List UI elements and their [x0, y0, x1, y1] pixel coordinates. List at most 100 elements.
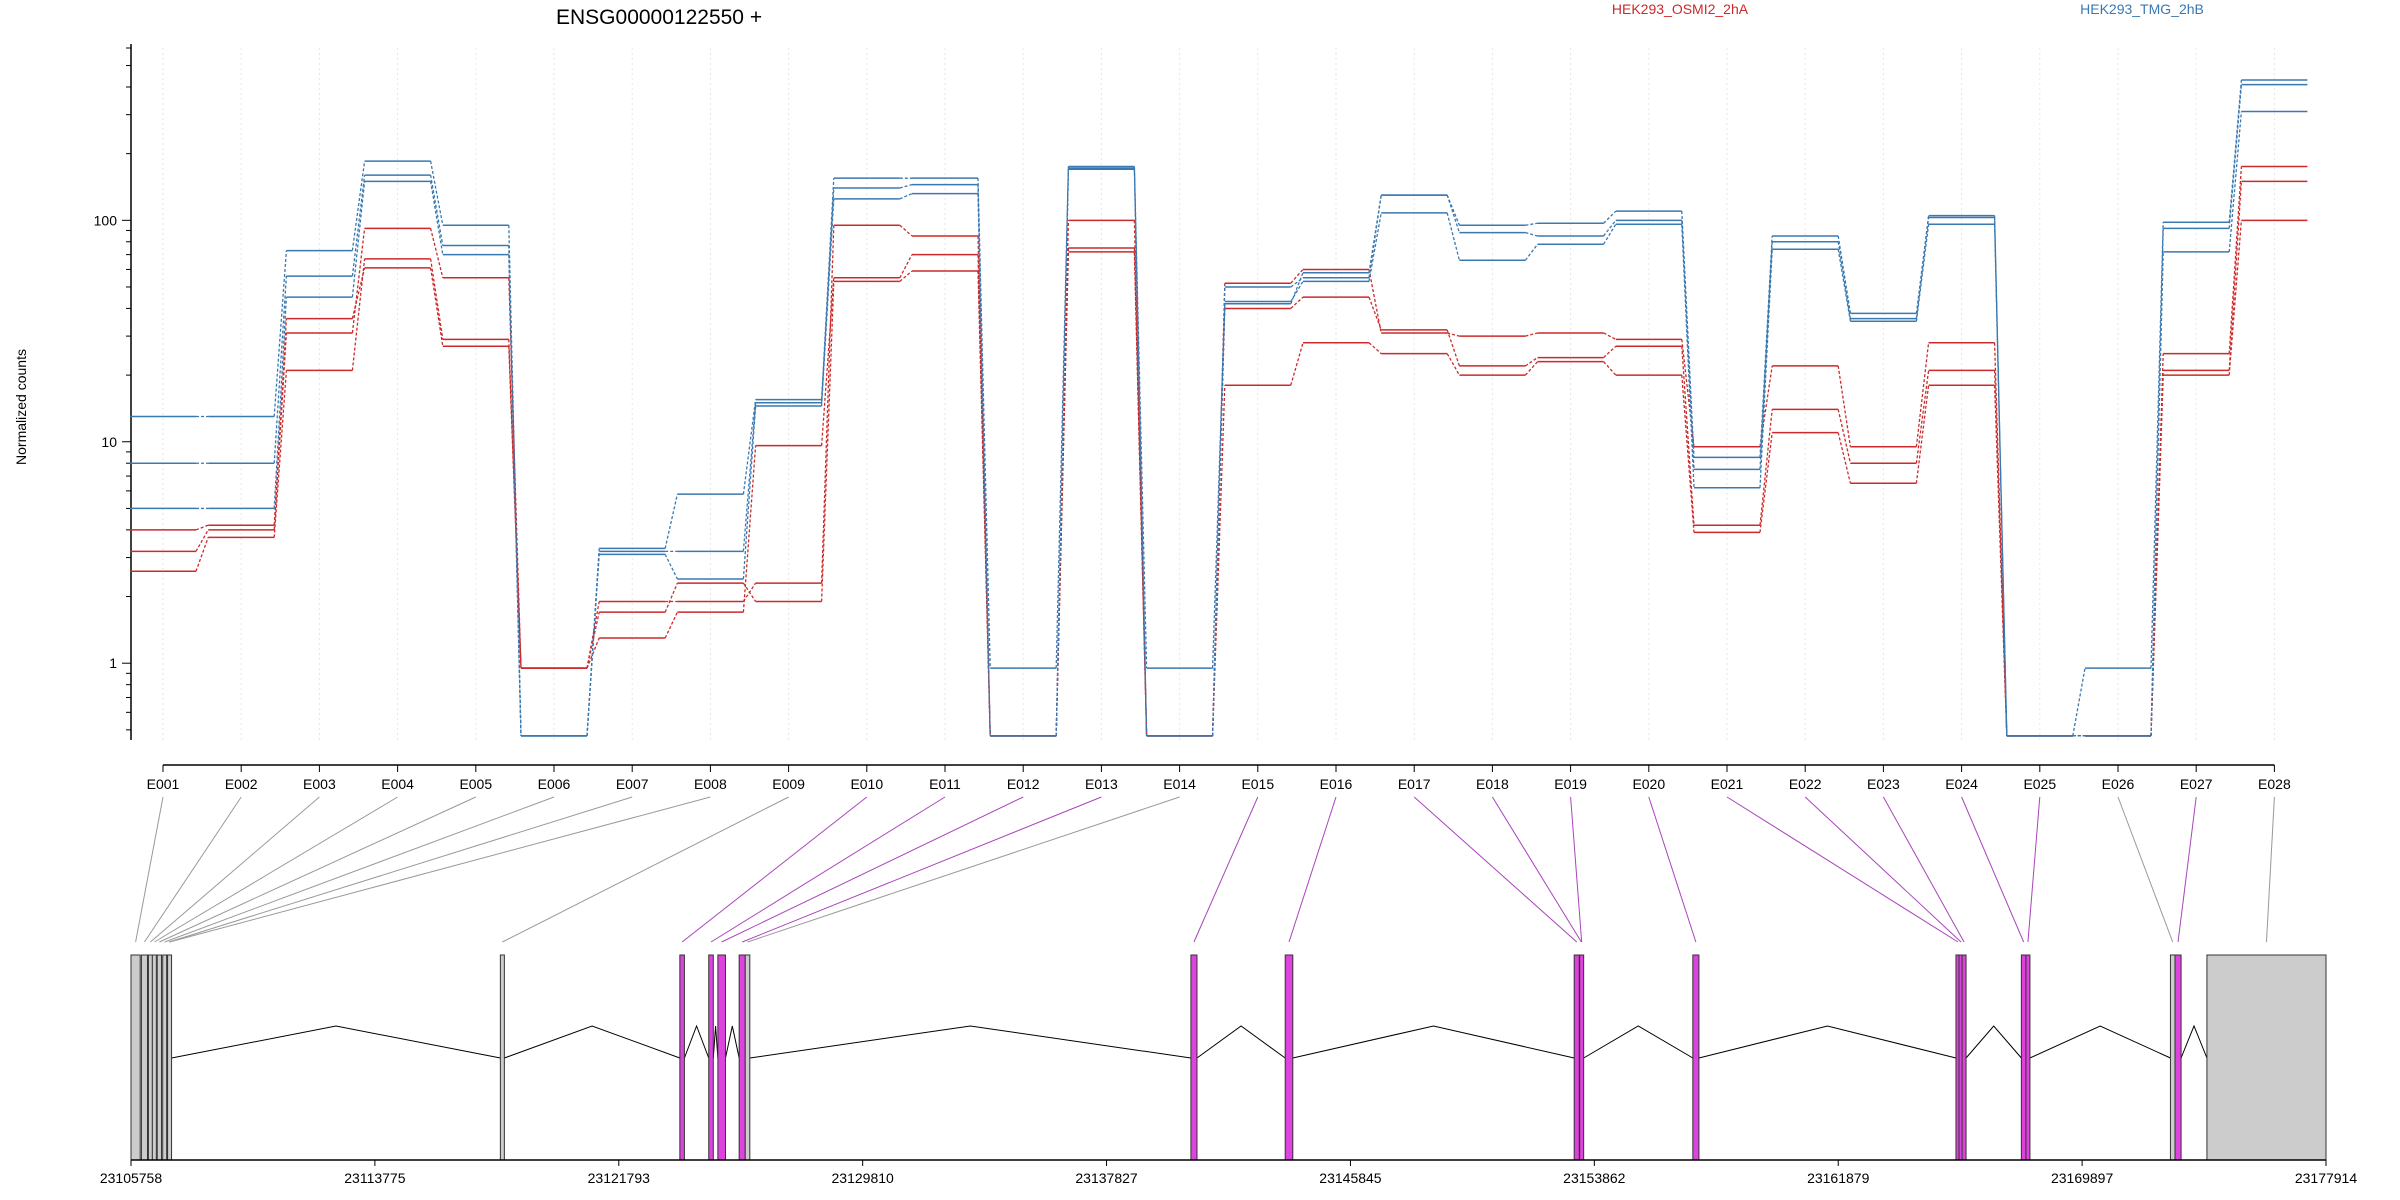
- y-tick-label: 1: [109, 655, 117, 671]
- link-line-e008: [169, 796, 711, 943]
- series-connector: [1290, 277, 1304, 288]
- series-connector: [1368, 212, 1382, 282]
- y-tick-label: 100: [94, 212, 118, 228]
- series-1: [130, 165, 2308, 737]
- series-connector: [1837, 241, 1852, 319]
- exon-box-e002: [140, 954, 148, 1161]
- coordinate-tick-label: 23161879: [1807, 1170, 1870, 1186]
- link-line-e018: [1491, 796, 1582, 943]
- link-line-e028: [2265, 796, 2275, 943]
- link-line-e016: [1288, 796, 1337, 943]
- series-connector: [1211, 385, 1226, 736]
- series-connector: [1055, 166, 1070, 669]
- y-axis: 1 10 100: [94, 44, 132, 740]
- series-5: [130, 83, 2308, 737]
- exon-tick-label-e013: E013: [1085, 776, 1118, 792]
- series-connector: [1290, 281, 1304, 302]
- series-connector: [1837, 432, 1852, 484]
- intron: [1698, 1025, 1957, 1059]
- series-connector: [1368, 296, 1382, 331]
- exon-box-e004: [151, 954, 157, 1161]
- exon-tick-label-e024: E024: [1945, 776, 1978, 792]
- series-connector: [820, 277, 835, 446]
- series-connector: [2150, 222, 2164, 669]
- series-connector: [820, 281, 835, 602]
- link-line-e023: [1882, 796, 1965, 943]
- exon-tick-label-e021: E021: [1711, 776, 1744, 792]
- series-connector: [1837, 249, 1852, 322]
- exon-box-e019: [1579, 954, 1585, 1161]
- series-connector: [1759, 432, 1773, 533]
- series-connector: [1525, 357, 1538, 367]
- series-connector: [1290, 272, 1304, 304]
- series-connector: [977, 271, 991, 736]
- series-connector: [429, 258, 444, 340]
- exon-tick-label-e006: E006: [538, 776, 571, 792]
- intron: [712, 1025, 719, 1059]
- exon-tick-label-e017: E017: [1398, 776, 1431, 792]
- series-connector: [1524, 361, 1539, 376]
- exon-box-e013: [738, 954, 746, 1161]
- series-connector: [429, 267, 444, 347]
- intron: [683, 1024, 710, 1059]
- link-line-e002: [144, 796, 242, 943]
- series-connector: [899, 224, 913, 237]
- link-line-e009: [502, 796, 789, 943]
- intron: [1292, 1025, 1575, 1059]
- series-connector: [664, 554, 678, 580]
- exon-box-e026: [2169, 954, 2176, 1161]
- series-connector: [1915, 217, 1930, 319]
- series-connector: [899, 183, 913, 189]
- series-connector: [664, 611, 678, 639]
- genomic-coordinate-axis: 23105758 23113775 23121793 23129810 23137827…: [100, 1159, 2357, 1186]
- series-connector: [1681, 375, 1695, 533]
- series-connector: [1915, 342, 1930, 447]
- exon-box-e020: [1692, 954, 1700, 1161]
- link-line-e003: [150, 796, 320, 943]
- exon-tick-label-e027: E027: [2180, 776, 2213, 792]
- series-connector: [429, 175, 444, 246]
- series-connector: [195, 537, 209, 572]
- link-line-e007: [168, 796, 633, 943]
- exon-box-e010: [679, 954, 685, 1161]
- exon-tick-label-e028: E028: [2258, 776, 2291, 792]
- coordinate-tick-label: 23113775: [344, 1170, 405, 1186]
- series-connector: [351, 175, 366, 277]
- exon-tick-label-e014: E014: [1163, 776, 1196, 792]
- exon-tick-label-e022: E022: [1789, 776, 1822, 792]
- exon-box-e008: [167, 954, 173, 1161]
- exon-box-e017: [1573, 954, 1580, 1161]
- series-connector: [1446, 329, 1461, 367]
- series-6: [130, 110, 2308, 737]
- link-line-e005: [159, 796, 477, 943]
- series-connector: [899, 193, 913, 200]
- intron: [749, 1025, 1191, 1059]
- intron: [1583, 1025, 1694, 1059]
- series-connector: [1055, 247, 1070, 736]
- series-connector: [273, 332, 288, 530]
- series-connector: [273, 250, 288, 417]
- link-line-e013: [742, 796, 1102, 943]
- series-connector: [1603, 345, 1617, 359]
- link-line-e015: [1193, 796, 1259, 943]
- intron: [171, 1025, 501, 1059]
- series-connector: [2228, 111, 2243, 252]
- exon-box-e006: [162, 954, 168, 1161]
- series-connector: [1133, 251, 1148, 736]
- exon-tick-label-e008: E008: [694, 776, 727, 792]
- series-connector: [664, 494, 679, 549]
- link-line-e021: [1726, 796, 1959, 943]
- coordinate-tick-label: 23137827: [1075, 1170, 1138, 1186]
- exon-tick-label-e007: E007: [616, 776, 649, 792]
- link-line-e001: [135, 796, 164, 943]
- exon-tick-label-e002: E002: [225, 776, 258, 792]
- exon-box-e014: [744, 954, 751, 1161]
- exon-box-e025: [2025, 954, 2031, 1161]
- series-connector: [1525, 222, 1538, 226]
- series-connector: [977, 193, 991, 736]
- exon-tick-label-e009: E009: [772, 776, 805, 792]
- exon-box-e003: [147, 954, 153, 1161]
- exon-box-e015: [1190, 954, 1198, 1161]
- exon-link-lines: [135, 796, 2275, 943]
- exon-tick-label-e019: E019: [1554, 776, 1587, 792]
